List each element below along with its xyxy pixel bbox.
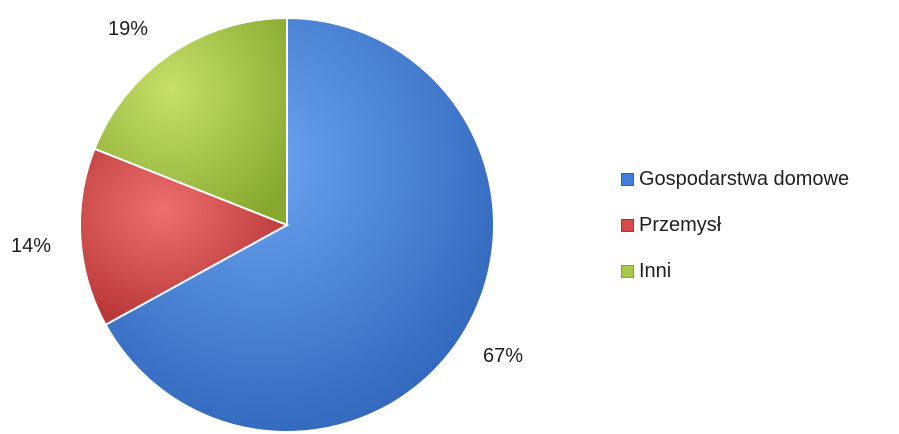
legend-swatch-gospodarstwa-domowe [621,172,634,186]
legend-label: Inni [639,259,672,282]
legend-label: Przemysł [639,213,722,236]
slice-przemysl [79,147,290,327]
legend-swatch-przemysl [621,218,634,232]
slice-label-inni: 19% [108,18,148,40]
slice-label-przemysl: 14% [11,235,51,257]
legend-item-gospodarstwa-domowe: Gospodarstwa domowe [621,168,849,190]
legend-label: Gospodarstwa domowe [639,167,850,190]
legend-swatch-inni [621,264,634,278]
legend-item-inni: Inni [621,260,849,282]
slice-inni [93,16,288,227]
slice-gospodarstwa-domowe [104,16,495,433]
legend-item-przemysl: Przemysł [621,214,849,236]
slice-label-gospodarstwa-domowe: 67% [483,345,523,367]
legend: Gospodarstwa domowe Przemysł Inni [621,168,849,306]
